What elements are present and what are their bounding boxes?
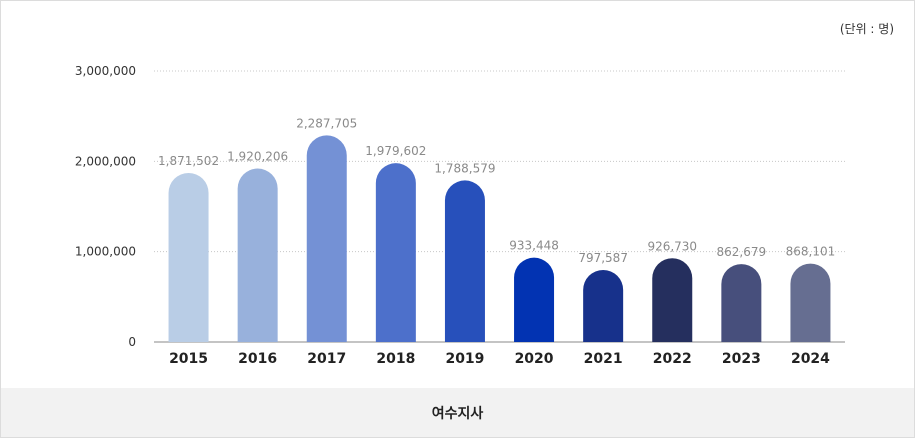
x-tick-label: 2019 xyxy=(445,351,484,367)
bar xyxy=(514,257,555,342)
bar-value-label: 1,979,602 xyxy=(365,144,426,158)
bar xyxy=(790,263,831,342)
bar xyxy=(237,168,278,342)
bar-value-label: 933,448 xyxy=(509,239,559,253)
unit-label: (단위 : 명) xyxy=(839,22,894,36)
x-tick-label: 2016 xyxy=(238,351,277,367)
bar-value-label: 1,871,502 xyxy=(158,154,219,168)
y-tick-label: 1,000,000 xyxy=(75,245,136,259)
bar xyxy=(375,163,416,342)
bar-value-label: 1,920,206 xyxy=(227,150,288,164)
x-tick-label: 2023 xyxy=(722,351,761,367)
bar-value-label: 926,730 xyxy=(647,239,697,253)
bar xyxy=(306,135,347,342)
bar-value-label: 1,788,579 xyxy=(434,161,495,175)
x-tick-label: 2024 xyxy=(791,351,830,367)
bar xyxy=(583,269,624,342)
bar-chart: 0 1,000,000 2,000,000 3,000,000 1,871,502 201… xyxy=(75,64,845,367)
x-tick-label: 2015 xyxy=(169,351,208,367)
bar-value-label: 2,287,705 xyxy=(296,116,357,130)
x-tick-label: 2020 xyxy=(515,351,554,367)
bar xyxy=(652,258,693,342)
y-tick-label: 2,000,000 xyxy=(75,154,136,168)
bar xyxy=(168,172,209,342)
bar xyxy=(444,180,485,342)
bar xyxy=(721,264,762,342)
bar-value-label: 797,587 xyxy=(578,251,628,265)
bar-value-label: 862,679 xyxy=(717,245,767,259)
chart-caption: 여수지사 xyxy=(1,388,914,437)
x-tick-label: 2021 xyxy=(584,351,623,367)
x-tick-label: 2018 xyxy=(376,351,415,367)
y-tick-label: 0 xyxy=(128,335,136,349)
x-tick-label: 2017 xyxy=(307,351,346,367)
x-tick-label: 2022 xyxy=(653,351,692,367)
bar-value-label: 868,101 xyxy=(786,245,836,259)
y-tick-label: 3,000,000 xyxy=(75,64,136,78)
